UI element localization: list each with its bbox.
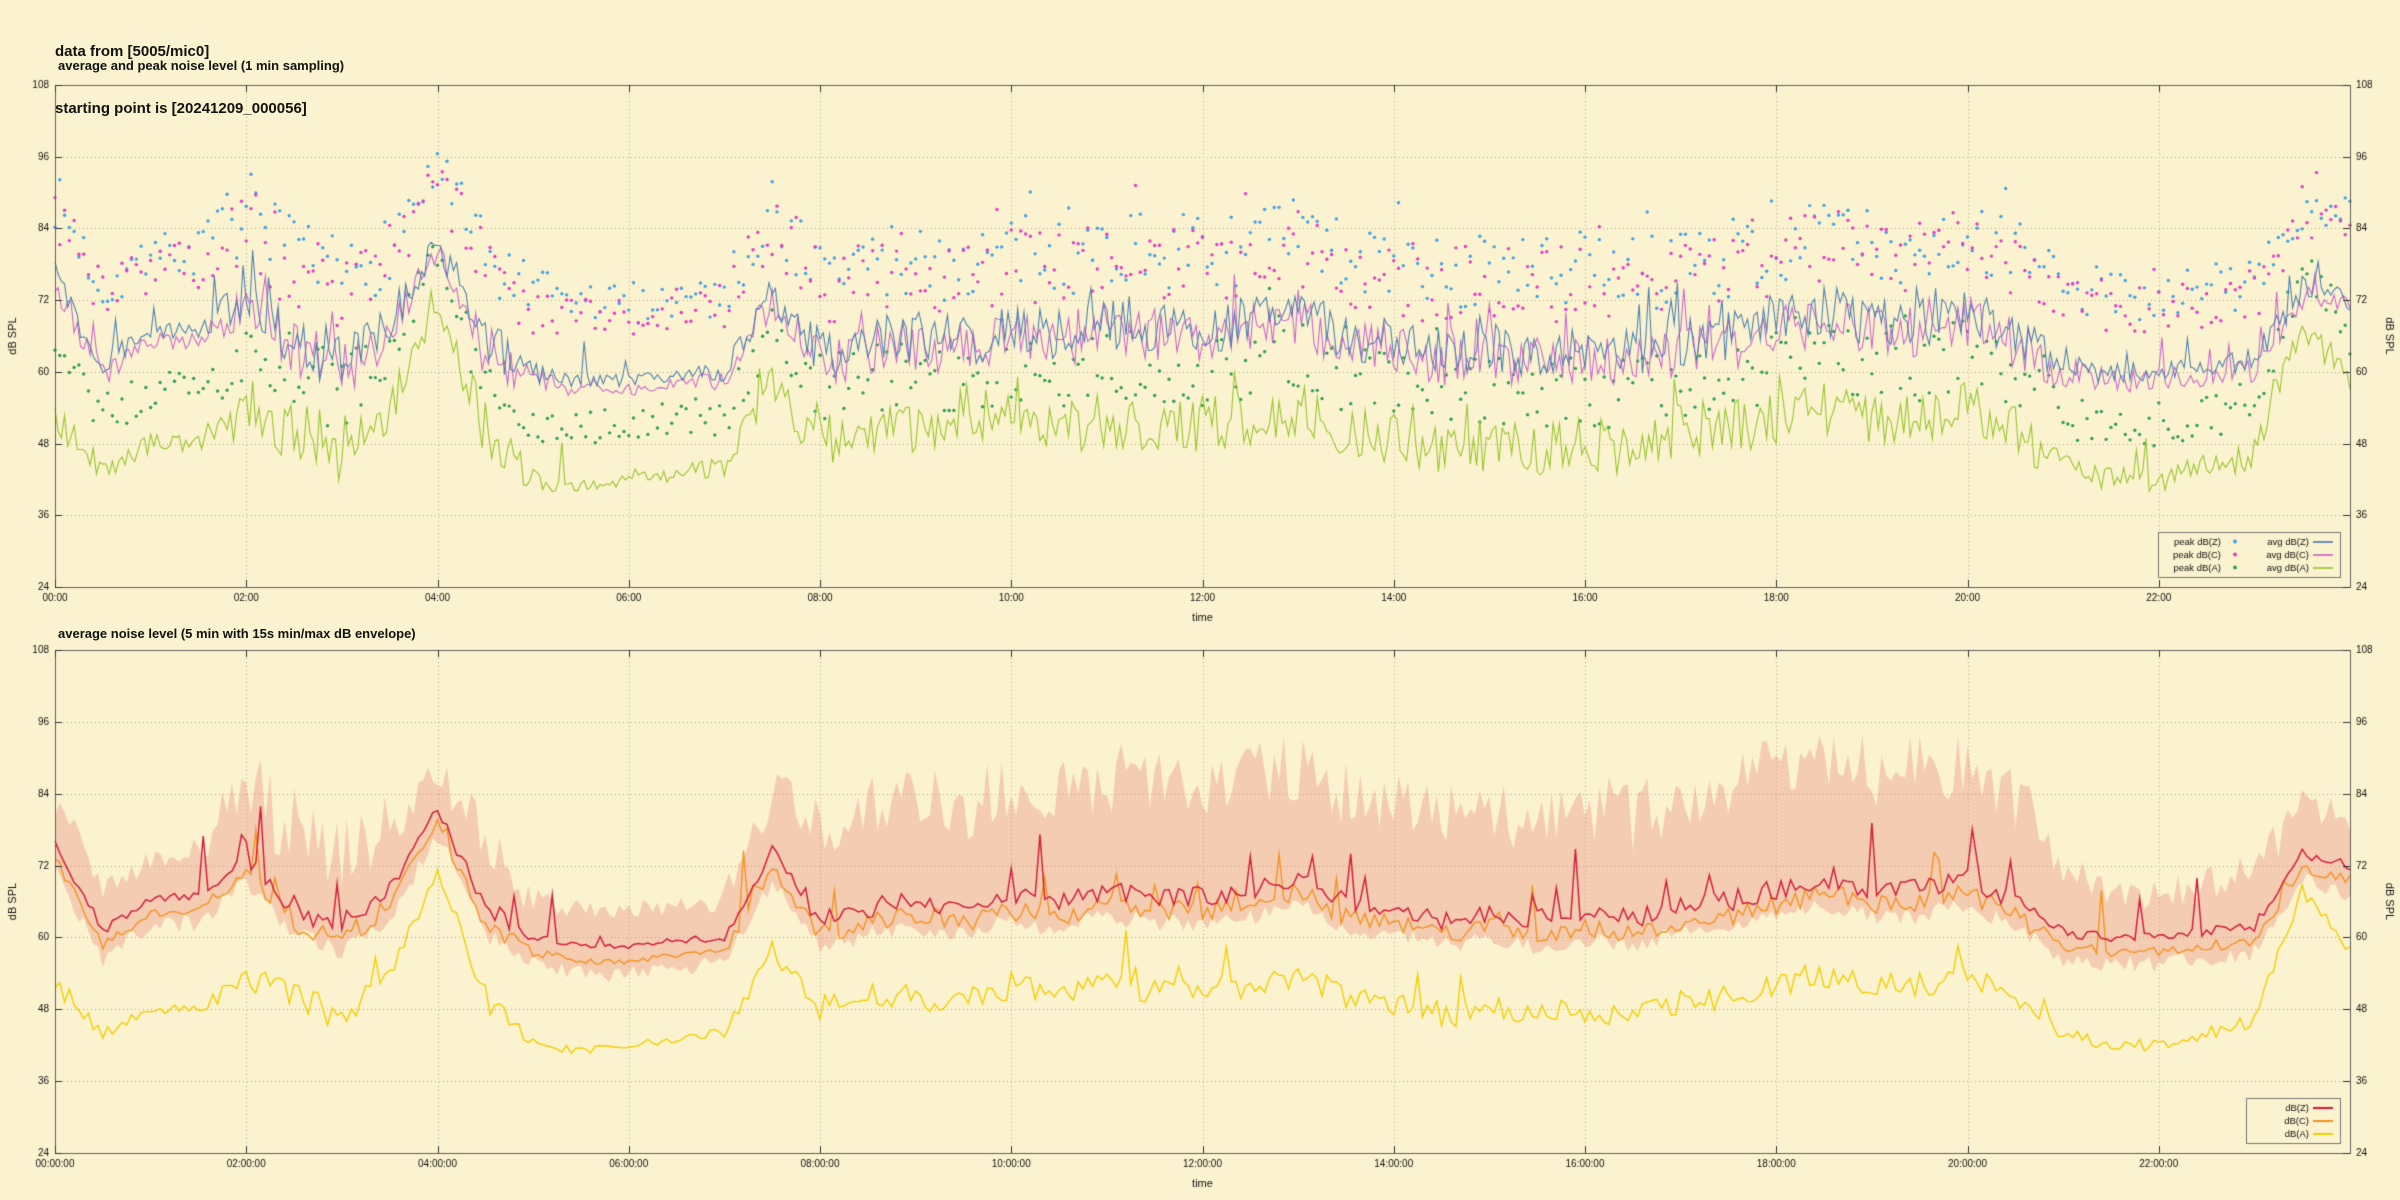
header-line-2: starting point is [20241209_000056] <box>55 100 307 117</box>
header: data from [5005/mic0] starting point is … <box>55 4 307 156</box>
top-chart-title: average and peak noise level (1 min samp… <box>58 58 345 73</box>
header-line-1: data from [5005/mic0] <box>55 43 210 60</box>
bottom-chart-title: average noise level (5 min with 15s min/… <box>58 626 416 641</box>
